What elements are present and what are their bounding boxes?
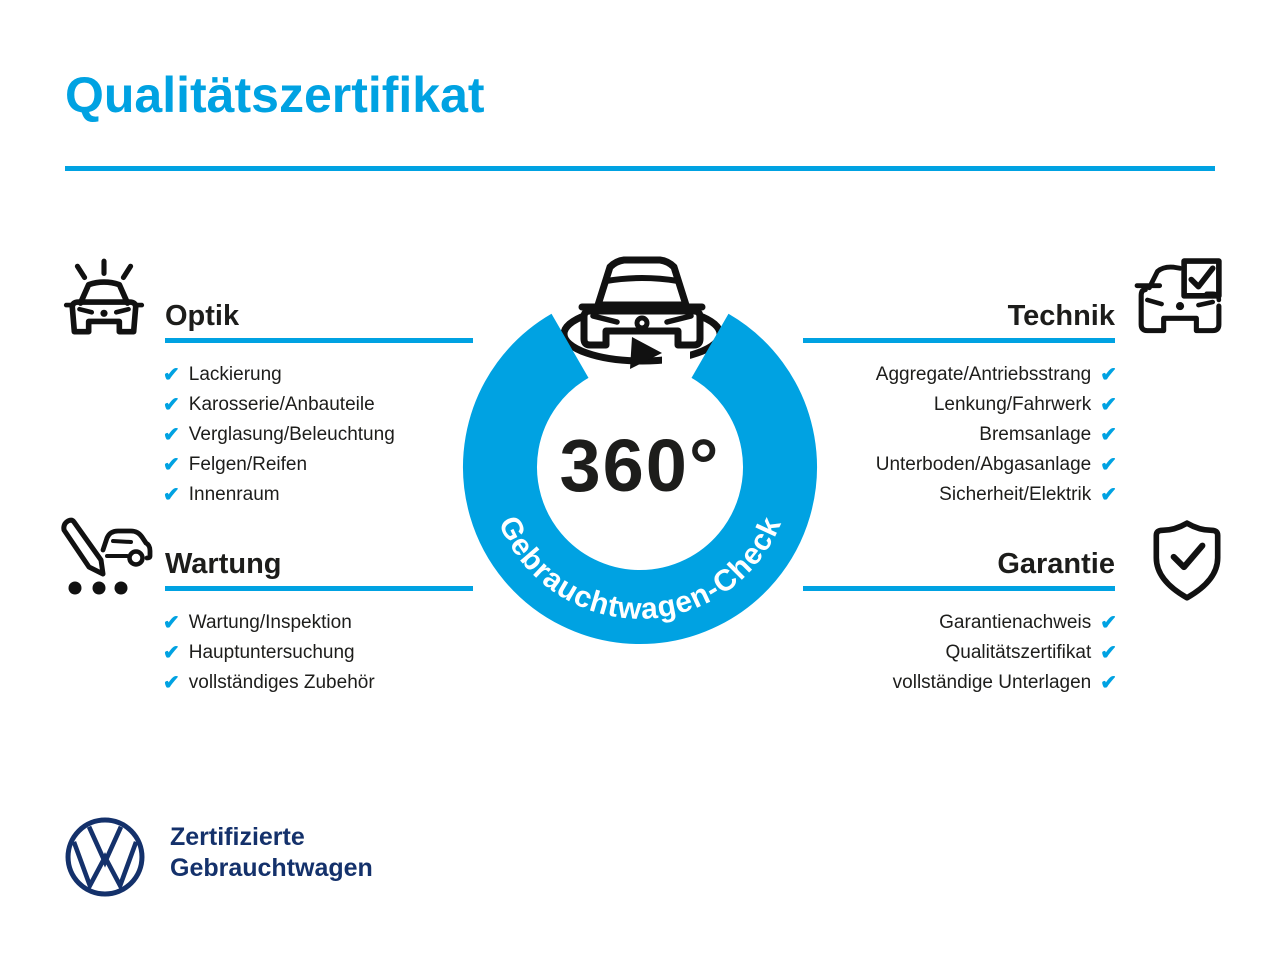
checklist-item-label: Karosserie/Anbauteile (188, 394, 375, 415)
checklist-item: ✔ Hauptuntersuchung (163, 638, 375, 668)
section-divider-optik (165, 338, 473, 343)
check-icon: ✔ (163, 454, 180, 476)
check-icon: ✔ (163, 394, 180, 416)
checklist-item-label: Qualitätszertifikat (945, 642, 1092, 663)
rotation-arrowhead (630, 337, 662, 369)
shiny-car-icon (63, 258, 145, 335)
page-title: Qualitätszertifikat (65, 67, 485, 123)
shield-check-icon (1153, 520, 1221, 601)
checklist-item-label: Lackierung (188, 364, 282, 385)
checklist-item: vollständige Unterlagen ✔ (777, 668, 1117, 698)
checklist-item: ✔ Karosserie/Anbauteile (163, 390, 395, 420)
check-icon: ✔ (163, 364, 180, 386)
checklist-item: ✔ Verglasung/Beleuchtung (163, 420, 395, 450)
checklist-item-label: Sicherheit/Elektrik (939, 484, 1092, 505)
check-icon: ✔ (163, 484, 180, 506)
check-icon: ✔ (1100, 394, 1117, 416)
checklist-item: Bremsanlage ✔ (777, 420, 1117, 450)
checklist-item: Unterboden/Abgasanlage ✔ (777, 450, 1117, 480)
section-divider-technik (803, 338, 1115, 343)
section-header-wartung: Wartung (165, 548, 282, 580)
section-divider-wartung (165, 586, 473, 591)
check-icon: ✔ (1100, 364, 1117, 386)
check-icon: ✔ (163, 424, 180, 446)
360-check-badge: Gebrauchtwagen-Check 360° (463, 256, 817, 644)
optik-checklist: ✔ Lackierung ✔ Karosserie/Anbauteile ✔ Verg… (163, 360, 395, 510)
checklist-item-label: vollständiges Zubehör (188, 672, 375, 693)
checklist-item: ✔ Innenraum (163, 480, 395, 510)
check-icon: ✔ (1100, 642, 1117, 664)
checklist-item-label: vollständige Unterlagen (892, 672, 1092, 693)
checklist-item: ✔ vollständiges Zubehör (163, 668, 375, 698)
checklist-item-label: Unterboden/Abgasanlage (875, 454, 1092, 475)
check-icon: ✔ (163, 642, 180, 664)
wartung-checklist: ✔ Wartung/Inspektion ✔ Hauptuntersuchung ✔… (163, 608, 375, 698)
check-icon: ✔ (1100, 424, 1117, 446)
checklist-item-label: Aggregate/Antriebsstrang (875, 364, 1092, 385)
checklist-item: ✔ Wartung/Inspektion (163, 608, 375, 638)
badge-ring (463, 313, 817, 644)
title-divider (65, 166, 1215, 171)
check-icon: ✔ (1100, 612, 1117, 634)
car-front-icon (578, 256, 706, 349)
section-header-optik: Optik (165, 300, 240, 332)
footer-line2: Gebrauchtwagen (170, 854, 373, 882)
checklist-item-label: Garantienachweis (939, 612, 1092, 633)
checklist-item-label: Verglasung/Beleuchtung (188, 424, 395, 445)
checklist-item: Qualitätszertifikat ✔ (777, 638, 1118, 668)
pencil-car-log-icon (61, 517, 153, 595)
check-icon: ✔ (1100, 484, 1117, 506)
garantie-checklist: Garantienachweis ✔ Qualitätszertifikat ✔ v… (777, 608, 1117, 698)
checklist-item-label: Felgen/Reifen (188, 454, 308, 475)
check-icon: ✔ (1100, 672, 1117, 694)
checklist-item: Lenkung/Fahrwerk ✔ (777, 390, 1117, 420)
checklist-item: Garantienachweis ✔ (777, 608, 1117, 638)
checklist-item-label: Bremsanlage (979, 424, 1092, 445)
check-icon: ✔ (163, 612, 180, 634)
checklist-item-label: Wartung/Inspektion (188, 612, 352, 633)
checklist-item: ✔ Felgen/Reifen (163, 450, 395, 480)
check-icon: ✔ (163, 672, 180, 694)
checklist-item: ✔ Lackierung (163, 360, 395, 390)
badge-value: 360° (559, 424, 720, 507)
vw-logo (65, 817, 145, 897)
checklist-item: Sicherheit/Elektrik ✔ (777, 480, 1117, 510)
section-header-technik: Technik (1007, 300, 1115, 332)
section-divider-garantie (803, 586, 1115, 591)
footer-brand-text: Zertifizierte Gebrauchtwagen (170, 822, 373, 884)
checklist-item-label: Hauptuntersuchung (188, 642, 355, 663)
technik-checklist: Aggregate/Antriebsstrang ✔ Lenkung/Fahrwe… (777, 360, 1117, 510)
footer-line1: Zertifizierte (170, 823, 305, 851)
checklist-item-label: Innenraum (188, 484, 280, 505)
check-icon: ✔ (1100, 454, 1117, 476)
checklist-item: Aggregate/Antriebsstrang ✔ (777, 360, 1117, 390)
section-header-garantie: Garantie (997, 548, 1115, 580)
car-checkbox-icon (1134, 258, 1222, 334)
checklist-item-label: Lenkung/Fahrwerk (933, 394, 1092, 415)
